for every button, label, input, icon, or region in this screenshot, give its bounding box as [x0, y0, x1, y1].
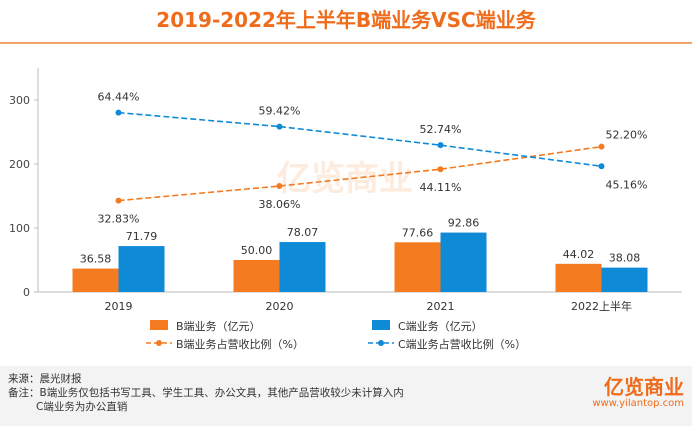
legend-marker [378, 340, 384, 346]
brand-logo: 亿览商业 [604, 375, 684, 399]
y-tick-label: 0 [23, 286, 30, 299]
y-tick-label: 200 [9, 158, 30, 171]
legend-label: B端业务占营收比例（%） [176, 337, 304, 351]
bar-value-label: 71.79 [126, 230, 158, 243]
x-tick-label: 2019 [105, 300, 133, 313]
line-value-label: 52.74% [420, 123, 462, 136]
title-divider [0, 42, 692, 44]
source-note: 来源：晨光财报 [8, 373, 82, 385]
line-point [437, 142, 444, 149]
line-value-label: 59.42% [259, 105, 301, 118]
x-tick-label: 2021 [427, 300, 455, 313]
y-tick-label: 100 [9, 222, 30, 235]
legend-label: B端业务（亿元） [176, 320, 261, 333]
line-value-label: 38.06% [259, 198, 301, 211]
line-value-label: 44.11% [420, 181, 462, 194]
bar [555, 263, 602, 292]
bar [233, 260, 280, 292]
line-point [115, 109, 122, 116]
line-value-label: 45.16% [606, 178, 648, 191]
bar-value-label: 44.02 [563, 248, 595, 261]
legend-swatch [372, 320, 390, 330]
remark-note: 备注：B端业务仅包括书写工具、学生工具、办公文具，其他产品营收较少未计算入内 [8, 387, 404, 399]
bar-value-label: 50.00 [241, 244, 273, 257]
bar-value-label: 38.08 [609, 252, 641, 265]
line-point [437, 166, 444, 173]
bar [118, 246, 165, 292]
line-point [598, 143, 605, 150]
bar [440, 232, 487, 292]
bar [394, 242, 441, 292]
bar [279, 242, 326, 292]
bar-value-label: 36.58 [80, 253, 112, 266]
legend-swatch [150, 320, 168, 330]
legend-label: C端业务占营收比例（%） [398, 337, 526, 351]
bar-value-label: 78.07 [287, 226, 319, 239]
line-point [115, 197, 122, 204]
x-tick-label: 2022上半年 [571, 299, 632, 313]
x-tick-label: 2020 [266, 300, 294, 313]
line-point [598, 163, 605, 170]
bar [601, 267, 648, 292]
bar [72, 268, 119, 292]
brand-url: www.yilantop.com [592, 398, 684, 409]
legend-marker [156, 340, 162, 346]
remark-note-2: C端业务为办公直销 [36, 401, 128, 413]
legend-label: C端业务（亿元） [398, 320, 483, 333]
line-point [276, 183, 283, 190]
line-value-label: 32.83% [98, 213, 140, 226]
line-value-label: 64.44% [98, 91, 140, 104]
footer: 来源：晨光财报 备注：B端业务仅包括书写工具、学生工具、办公文具，其他产品营收较… [0, 366, 692, 426]
chart-title: 2019-2022年上半年B端业务VSC端业务 [156, 8, 536, 32]
brand-block: 亿览商业 www.yilantop.com [592, 376, 684, 409]
y-tick-label: 300 [9, 94, 30, 107]
line-point [276, 123, 283, 130]
bar-value-label: 77.66 [402, 226, 434, 239]
line-value-label: 52.20% [606, 129, 648, 142]
bar-value-label: 92.86 [448, 217, 480, 230]
